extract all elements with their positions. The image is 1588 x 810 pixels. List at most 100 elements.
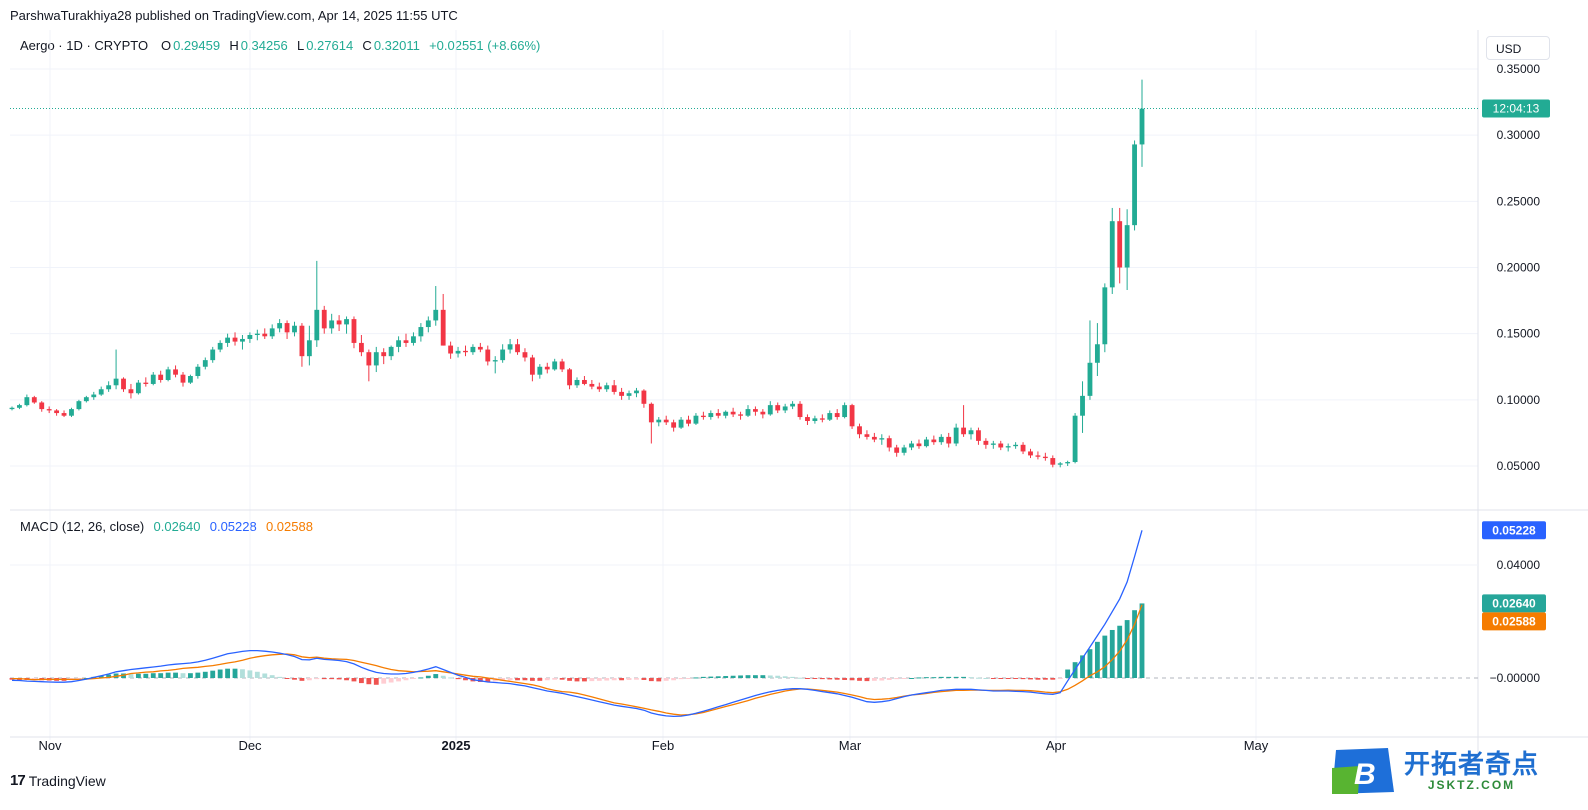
- macd-line: [11, 530, 1143, 718]
- macd-hist-bar: [455, 678, 461, 680]
- macd-hist-bar: [634, 678, 639, 680]
- open-label: O: [160, 38, 172, 53]
- candle-body: [1094, 344, 1100, 363]
- macd-signal-badge-label: 0.02588: [1492, 614, 1536, 628]
- tradingview-brand: TradingView: [28, 772, 106, 789]
- candle-body: [864, 434, 870, 437]
- candle-body: [1020, 444, 1026, 452]
- candle-body: [961, 427, 966, 435]
- candle-body: [1042, 456, 1048, 459]
- macd-hist-bar: [879, 678, 885, 681]
- macd-hist-bar: [946, 676, 952, 678]
- macd-hist-bar: [663, 678, 669, 681]
- macd-hist-bar: [559, 678, 565, 680]
- candle-body: [195, 366, 201, 377]
- candle-body: [31, 397, 37, 403]
- macd-hist-bar: [834, 678, 840, 680]
- candle-body: [968, 430, 974, 435]
- macd-signal-value: 0.02588: [265, 519, 313, 534]
- macd-hist-bar: [150, 673, 156, 678]
- macd-hist-bar: [292, 678, 297, 680]
- macd-hist-bar: [782, 676, 788, 678]
- price-tick-label: 0.30000: [1497, 128, 1541, 142]
- candle-body: [834, 413, 840, 418]
- candle-body: [812, 418, 818, 422]
- candle-body: [522, 352, 528, 358]
- macd-hist-bar: [760, 675, 766, 678]
- macd-tick-label: 0.04000: [1497, 558, 1541, 572]
- candle-body: [500, 349, 506, 361]
- macd-hist-bar: [656, 678, 662, 682]
- candle-body: [381, 352, 387, 357]
- macd-hist-bar: [98, 675, 104, 678]
- candle-body: [173, 369, 178, 375]
- macd-hist-bar: [1065, 669, 1071, 678]
- macd-hist-bar: [901, 678, 907, 679]
- candle-body: [329, 320, 335, 329]
- candle-body: [634, 390, 639, 394]
- macd-hist-bar: [299, 678, 305, 681]
- macd-hist-bar: [537, 678, 543, 681]
- macd-hist-bar: [321, 678, 327, 680]
- candle-body: [842, 405, 848, 418]
- candle-body: [700, 415, 706, 418]
- macd-hist-bar: [1124, 620, 1130, 678]
- macd-hist-bar: [730, 675, 736, 678]
- low-label: L: [296, 38, 305, 53]
- candle-body: [648, 403, 654, 423]
- macd-hist-bar: [522, 678, 528, 681]
- macd-hist-bar: [425, 675, 431, 678]
- candle-body: [827, 413, 833, 420]
- macd-hist-bar: [894, 678, 900, 680]
- symbol-name[interactable]: Aergo · 1D · CRYPTO: [20, 38, 149, 53]
- macd-hist-bar: [619, 678, 625, 681]
- price-chart[interactable]: Nov Dec 2025 Feb Mar Apr May 0.35000 0.30000 0.25…: [0, 30, 1588, 800]
- time-tick-label: Feb: [652, 738, 674, 753]
- candle-body: [210, 349, 216, 361]
- macd-hist-bar: [604, 678, 610, 681]
- watermark-text-en: JSKTZ.COM: [1427, 778, 1516, 792]
- macd-hist-bar: [849, 678, 855, 681]
- candle-body: [745, 409, 751, 416]
- macd-hist-bar: [790, 676, 796, 678]
- macd-name[interactable]: MACD (12, 26, close): [20, 519, 145, 534]
- macd-hist-bar: [277, 676, 283, 678]
- macd-hist-bar: [1035, 678, 1041, 680]
- candle-body: [983, 440, 989, 445]
- macd-hist-bar: [923, 677, 929, 679]
- axes-layer: Nov Dec 2025 Feb Mar Apr May 0.35000 0.30000 0.25…: [38, 62, 1550, 753]
- currency-button[interactable]: USD: [1486, 36, 1550, 60]
- candle-body: [879, 438, 885, 440]
- change-value: +0.02551 (+8.66%): [429, 38, 541, 53]
- candle-body: [217, 342, 223, 350]
- macd-hist-bar: [135, 673, 141, 678]
- watermark-text-cn: 开拓者奇点: [1404, 749, 1540, 779]
- candle-body: [686, 419, 691, 424]
- candle-body: [69, 409, 74, 416]
- candle-body: [188, 376, 193, 383]
- macd-hist-bar: [1028, 678, 1033, 680]
- macd-hist-bar: [753, 675, 758, 678]
- time-tick-label: Nov: [38, 738, 62, 753]
- macd-hist-bar: [403, 678, 409, 681]
- macd-hist-bar: [700, 676, 706, 678]
- price-tick-label: 0.35000: [1497, 62, 1541, 76]
- macd-signal-badge: [1482, 612, 1546, 631]
- tradingview-logo[interactable]: 17 TradingView: [10, 772, 106, 789]
- macd-hist-bar: [284, 678, 290, 679]
- tradingview-logo-icon: 17: [10, 772, 26, 789]
- macd-hist-bar: [1013, 678, 1019, 679]
- candle-body: [790, 403, 796, 407]
- candle-body: [463, 350, 468, 353]
- candle-body: [1124, 225, 1130, 268]
- macd-hist-bar: [738, 675, 743, 678]
- macd-hist-bar: [217, 669, 223, 678]
- candle-body: [388, 346, 394, 357]
- candle-body: [515, 344, 520, 353]
- candle-body: [1139, 108, 1145, 145]
- macd-hist-bar: [998, 678, 1004, 679]
- candle-body: [976, 430, 981, 441]
- candle-body: [485, 349, 491, 362]
- macd-hist-bar: [1102, 635, 1108, 678]
- macd-line-badge-label: 0.05228: [1492, 523, 1536, 537]
